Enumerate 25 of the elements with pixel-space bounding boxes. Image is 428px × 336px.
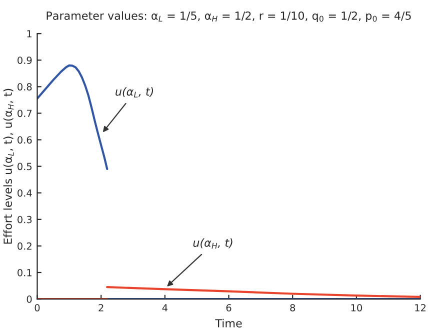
annotation: u(α$_{H}$, t) [193, 238, 232, 249]
annotation: u(α$_{L}$, t) [116, 87, 154, 98]
x-tick-label: 12 [415, 304, 426, 312]
y-tick-label: 0.8 [18, 83, 32, 91]
x-tick-label: 2 [98, 304, 104, 312]
chart-title: Parameter values: α$_{L}$ = 1/5, α$_{H}$ = 1/2, r = 1/10, q$_{0}$ = 1/2, p$_{0}$ = 4/5 [46, 11, 411, 22]
y-tick-label: 0.5 [18, 162, 32, 170]
line-series [106, 286, 420, 298]
x-tick-label: 6 [226, 304, 232, 312]
y-tick-label: 0.9 [18, 56, 32, 64]
x-axis-title: Time [215, 318, 242, 328]
x-tick-label: 8 [290, 304, 296, 312]
y-tick-label: 0.2 [18, 242, 32, 250]
y-tick-label: 0 [26, 296, 32, 303]
line-series [37, 64, 108, 170]
y-tick-label: 0.4 [18, 189, 32, 197]
y-tick-label: 0.3 [18, 216, 32, 224]
y-axis-title: Effort levels u(α$_{L}$, t), u(α$_{H}$, t) [3, 88, 14, 244]
y-tick-label: 0.7 [18, 110, 32, 118]
y-tick-label: 0.1 [18, 268, 32, 276]
x-tick-label: 10 [351, 304, 362, 312]
y-tick-label: 1 [27, 30, 32, 38]
x-tick-label: 0 [34, 304, 40, 312]
x-tick-label: 4 [162, 304, 168, 312]
y-tick-label: 0.6 [18, 136, 32, 144]
